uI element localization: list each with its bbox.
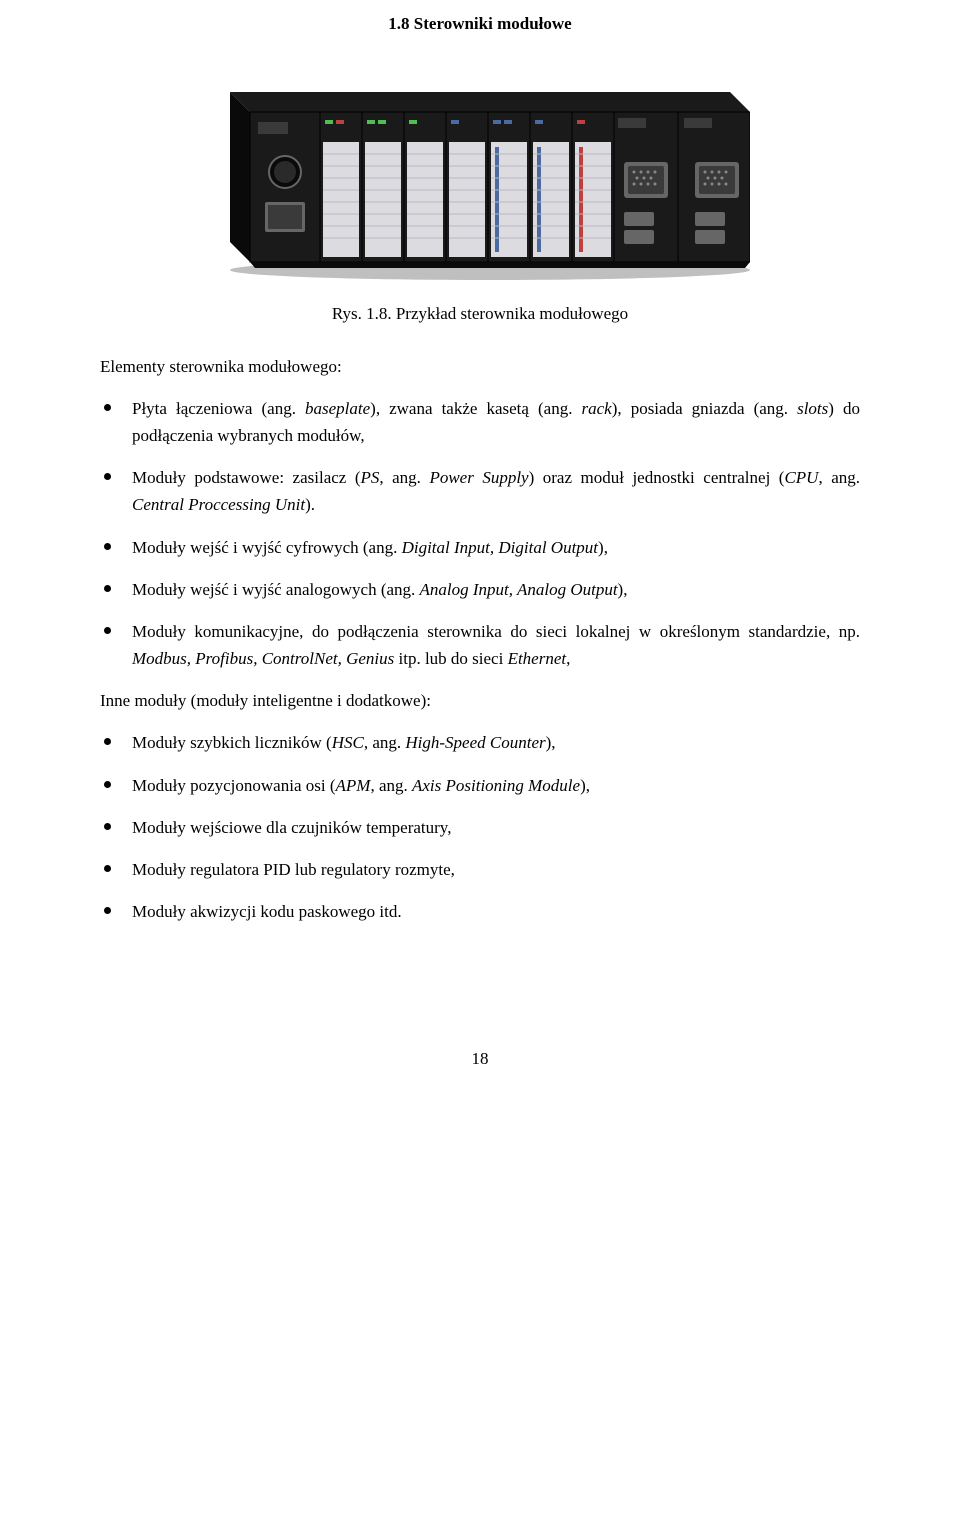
figure [100,62,860,290]
main-list: Płyta łączeniowa (ang. baseplate), zwana… [100,395,860,673]
list-item: Moduły pozycjonowania osi (APM, ang. Axi… [100,772,860,799]
list-item: Moduły akwizycji kodu paskowego itd. [100,898,860,925]
figure-caption: Rys. 1.8. Przykład sterownika modułowego [100,300,860,327]
list-item: Moduły regulatora PID lub regulatory roz… [100,856,860,883]
list-item: Moduły podstawowe: zasilacz (PS, ang. Po… [100,464,860,518]
list-item: Moduły wejściowe dla czujników temperatu… [100,814,860,841]
section-heading: 1.8 Sterowniki modułowe [100,10,860,37]
list-item: Płyta łączeniowa (ang. baseplate), zwana… [100,395,860,449]
list-item: Moduły wejść i wyjść cyfrowych (ang. Dig… [100,534,860,561]
page-number: 18 [100,1045,860,1072]
list-item: Moduły wejść i wyjść analogowych (ang. A… [100,576,860,603]
sub-heading: Inne moduły (moduły inteligentne i dodat… [100,687,860,714]
list-item: Moduły komunikacyjne, do podłączenia ste… [100,618,860,672]
list-item: Moduły szybkich liczników (HSC, ang. Hig… [100,729,860,756]
intro-paragraph: Elementy sterownika modułowego: [100,353,860,380]
plc-illustration [210,62,750,282]
sub-list: Moduły szybkich liczników (HSC, ang. Hig… [100,729,860,925]
